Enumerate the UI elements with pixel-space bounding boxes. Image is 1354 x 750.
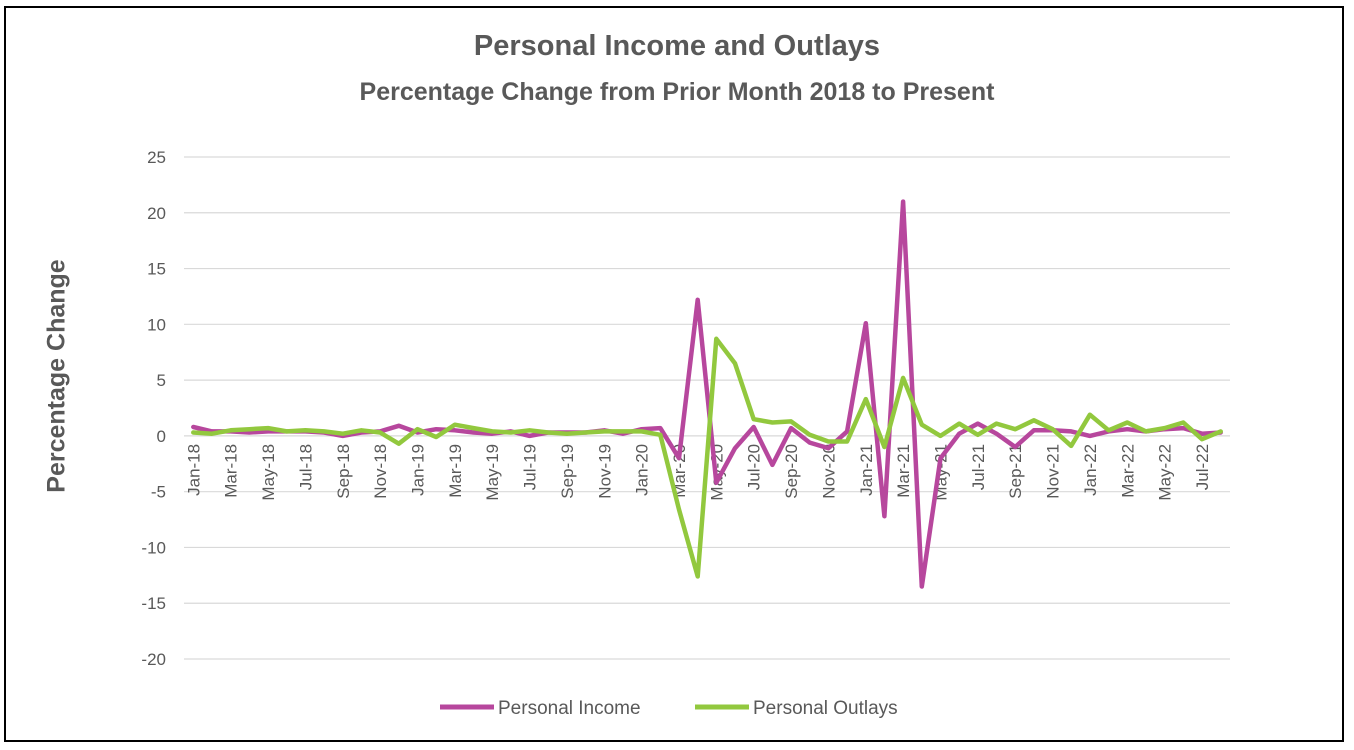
y-tick-label: 5 — [157, 371, 166, 390]
y-tick-label: -20 — [141, 650, 166, 669]
x-tick-label: Mar-18 — [222, 444, 241, 498]
x-tick-label: Mar-19 — [446, 444, 465, 498]
y-tick-label: 10 — [147, 315, 166, 334]
x-tick-label: Nov-19 — [595, 444, 614, 499]
x-tick-label: Mar-22 — [1118, 444, 1137, 498]
x-tick-label: Jul-22 — [1193, 444, 1212, 490]
x-tick-label: Jan-21 — [857, 444, 876, 496]
chart-frame — [4, 6, 1344, 742]
y-tick-label: 20 — [147, 204, 166, 223]
series-line-personal-income — [191, 199, 1223, 589]
x-tick-label: Sep-19 — [558, 444, 577, 499]
x-tick-label: Jan-22 — [1081, 444, 1100, 496]
x-tick-label: Mar-21 — [894, 444, 913, 498]
x-tick-label: May-18 — [259, 444, 278, 501]
x-tick-label: Jul-20 — [745, 444, 764, 490]
x-tick-label: May-19 — [483, 444, 502, 501]
x-tick-label: Jan-18 — [184, 444, 203, 496]
legend-label-personal-income: Personal Income — [498, 698, 641, 719]
y-tick-label: -15 — [141, 594, 166, 613]
x-tick-label: Jul-19 — [521, 444, 540, 490]
x-tick-label: Jan-19 — [408, 444, 427, 496]
x-tick-label: Nov-20 — [819, 444, 838, 499]
y-tick-label: 0 — [157, 427, 166, 446]
series-line-personal-outlays — [191, 336, 1223, 579]
y-tick-label: -5 — [151, 483, 166, 502]
x-tick-label: Sep-18 — [334, 444, 353, 499]
y-tick-label: 15 — [147, 260, 166, 279]
chart-title: Personal Income and Outlays — [473, 30, 881, 62]
legend-label-personal-outlays: Personal Outlays — [753, 698, 898, 719]
x-tick-label: Nov-21 — [1044, 444, 1063, 499]
y-tick-label: 25 — [147, 148, 166, 167]
x-tick-label: Jul-18 — [296, 444, 315, 490]
x-tick-label: Sep-21 — [1006, 444, 1025, 499]
x-tick-label: Sep-20 — [782, 444, 801, 499]
x-tick-label: May-22 — [1156, 444, 1175, 501]
x-tick-label: Jan-20 — [633, 444, 652, 496]
chart-subtitle: Percentage Change from Prior Month 2018 … — [359, 78, 995, 106]
y-tick-label: -10 — [141, 538, 166, 557]
x-tick-label: Nov-18 — [371, 444, 390, 499]
x-tick-label: Jul-21 — [969, 444, 988, 490]
